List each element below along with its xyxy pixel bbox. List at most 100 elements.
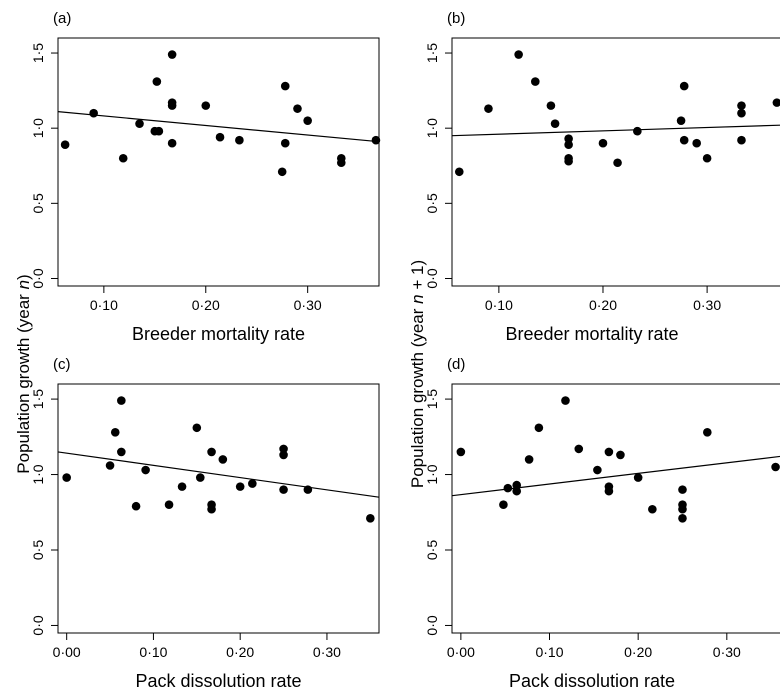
data-point: [737, 101, 746, 110]
data-point: [678, 504, 687, 514]
plot-frame: [57, 37, 380, 287]
panel-c: (c) 0·00 0·10 0·20 0·30 0·0 0·5 1·0 1·5 Pack diss…: [30, 356, 380, 691]
data-point: [676, 116, 686, 125]
regression-line: [451, 124, 780, 137]
x-axis-title: Breeder mortality rate: [505, 324, 678, 344]
data-point: [118, 153, 128, 163]
data-point: [456, 447, 466, 457]
y-tick-label: 1·5: [30, 43, 46, 63]
y-tick-label: 0·5: [424, 540, 440, 560]
y-tick-label: 0·0: [30, 615, 46, 635]
data-point: [201, 101, 211, 110]
panel-label: (a): [53, 10, 71, 27]
data-point: [703, 427, 712, 437]
data-point: [616, 450, 625, 460]
data-point: [135, 119, 144, 128]
data-point: [514, 50, 523, 59]
data-point: [648, 504, 657, 514]
data-point: [678, 485, 687, 494]
data-point: [564, 140, 573, 150]
x-axis-title: Breeder mortality rate: [132, 324, 305, 344]
y-tick-label: 0·5: [424, 193, 440, 213]
y-tick-label: 0·5: [30, 540, 46, 560]
x-tick-label: 0·20: [226, 644, 254, 660]
data-point: [167, 138, 177, 148]
data-point: [280, 138, 290, 148]
data-point: [499, 500, 508, 510]
regression-line: [57, 111, 380, 143]
data-point: [678, 514, 687, 523]
data-point: [771, 462, 780, 472]
y-tick-label: 1·0: [424, 464, 440, 484]
data-point: [218, 455, 228, 464]
data-point: [679, 81, 689, 91]
data-point: [110, 427, 120, 437]
data-point: [550, 119, 560, 128]
plot-frame: [451, 383, 780, 634]
x-tick-label: 0·20: [192, 297, 220, 313]
data-point: [154, 126, 164, 136]
data-point: [772, 98, 780, 107]
x-axis-title: Pack dissolution rate: [509, 671, 675, 691]
data-point: [531, 77, 540, 86]
data-point: [207, 447, 216, 457]
panel-d: (d) 0·00 0·10 0·20 0·30 0·0 0·5 1·0 1·5 Pack diss…: [424, 356, 780, 691]
x-tick-label: 0·10: [485, 297, 513, 313]
data-point: [215, 132, 225, 142]
data-point: [207, 504, 216, 514]
y-tick-label: 0·0: [424, 615, 440, 635]
data-point: [484, 104, 493, 113]
data-point: [371, 135, 381, 145]
y-tick-label: 1·0: [30, 464, 46, 484]
data-point: [598, 138, 608, 148]
data-point: [293, 104, 302, 113]
data-point: [235, 482, 245, 491]
data-point: [561, 396, 570, 405]
data-point: [692, 138, 701, 148]
data-point: [546, 101, 556, 110]
data-point: [564, 134, 573, 144]
panel-label: (b): [447, 10, 465, 27]
panel-a: (a) 0·10 0·20 0·30 0·0 0·5 1·0 1·5 Breeder morta…: [30, 10, 381, 344]
data-point: [141, 465, 150, 475]
data-point: [524, 455, 534, 464]
data-point: [195, 473, 205, 482]
data-point: [279, 444, 288, 454]
data-point: [737, 135, 746, 145]
data-point: [235, 135, 244, 145]
data-point: [279, 450, 288, 460]
data-point: [167, 101, 177, 110]
data-point: [152, 77, 162, 86]
data-point: [303, 116, 312, 125]
regression-line: [57, 451, 380, 498]
data-point: [62, 473, 71, 482]
y-tick-label: 0·5: [30, 193, 46, 213]
data-point: [633, 126, 642, 136]
data-point: [613, 158, 622, 168]
panel-label: (c): [53, 356, 71, 373]
plot-frame: [451, 37, 780, 287]
data-point: [512, 480, 522, 490]
x-tick-label: 0·30: [294, 297, 322, 313]
data-point: [177, 482, 187, 491]
regression-line: [451, 455, 780, 497]
data-point: [280, 81, 290, 91]
data-point: [604, 486, 614, 496]
data-point: [534, 423, 544, 433]
x-axis-title: Pack dissolution rate: [135, 671, 301, 691]
data-point: [89, 108, 98, 118]
x-tick-label: 0·10: [535, 644, 563, 660]
x-tick-label: 0·00: [53, 644, 81, 660]
data-point: [248, 479, 257, 488]
x-tick-label: 0·30: [693, 297, 721, 313]
data-point: [633, 473, 643, 482]
data-point: [593, 465, 602, 475]
data-point: [503, 483, 513, 493]
data-point: [131, 501, 141, 511]
data-point: [279, 485, 288, 494]
data-point: [366, 514, 375, 523]
panel-b: (b) 0·10 0·20 0·30 0·0 0·5 1·0 1·5 Breeder morta…: [424, 10, 780, 344]
y-tick-label: 0·0: [30, 268, 46, 288]
